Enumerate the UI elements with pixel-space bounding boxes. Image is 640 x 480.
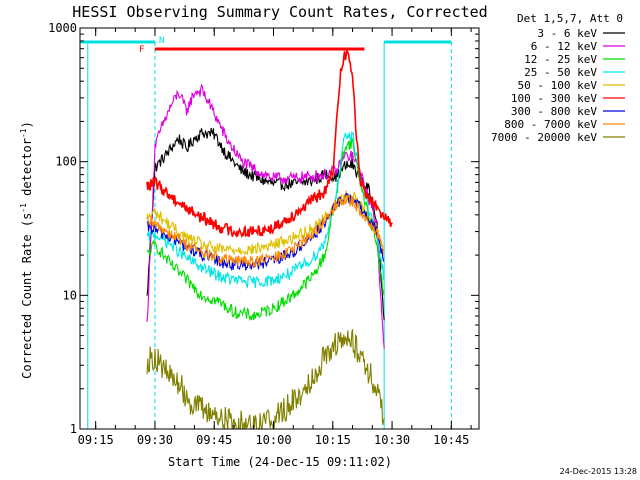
- y-tick-label: 1000: [48, 21, 77, 35]
- x-tick-label: 09:30: [137, 433, 173, 447]
- plot-frame: [79, 27, 480, 430]
- legend-entry-label: 50 - 100 keV: [518, 79, 598, 92]
- y-tick-label: 1: [70, 422, 77, 436]
- legend-entry-label: 6 - 12 keV: [531, 40, 598, 53]
- series-line: [146, 194, 385, 269]
- series-line: [146, 329, 385, 429]
- observing-flags: FN: [80, 36, 452, 429]
- series-line: [146, 83, 385, 349]
- x-tick-label: 10:30: [374, 433, 410, 447]
- legend-entry-label: 3 - 6 keV: [537, 27, 597, 40]
- generation-timestamp: 24-Dec-2015 13:28: [560, 467, 637, 476]
- legend-entry-label: 300 - 800 keV: [511, 105, 597, 118]
- legend-entry-label: 12 - 25 keV: [524, 53, 597, 66]
- axis-ticks: 09:15 09:30 09:45 10:00 10:15 10:30 10:45 1 10 10…: [48, 21, 479, 447]
- y-axis-label-tail: detector: [20, 138, 34, 203]
- flare-flag-label: F: [139, 45, 144, 55]
- y-axis-label-tail-sup: -1: [19, 128, 28, 138]
- x-tick-label: 09:45: [196, 433, 232, 447]
- series-layer: [146, 49, 393, 429]
- x-tick-label: 10:00: [255, 433, 291, 447]
- x-tick-label: 10:45: [433, 433, 469, 447]
- legend-entry-label: 100 - 300 keV: [511, 92, 597, 105]
- legend-entry-label: 800 - 7000 keV: [504, 118, 597, 131]
- y-axis-label-sup: -1: [19, 203, 28, 213]
- y-tick-label: 100: [55, 155, 77, 169]
- x-tick-label: 10:15: [315, 433, 351, 447]
- x-axis-label: Start Time (24-Dec-15 09:11:02): [168, 455, 392, 469]
- y-axis-label-main: Corrected Count Rate (s: [20, 213, 34, 379]
- series-line: [146, 130, 385, 290]
- chart-title: HESSI Observing Summary Count Rates, Cor…: [72, 3, 487, 21]
- y-axis-label-close: ): [20, 121, 34, 128]
- x-tick-label: 09:15: [78, 433, 114, 447]
- y-tick-label: 10: [63, 288, 77, 302]
- legend-entry-label: 25 - 50 keV: [524, 66, 597, 79]
- legend-entry-label: 7000 - 20000 keV: [491, 131, 597, 144]
- y-axis-label: Corrected Count Rate (s-1 detector-1): [19, 121, 34, 379]
- legend-title: Det 1,5,7, Att 0: [517, 12, 623, 25]
- series-line: [146, 127, 385, 321]
- series-line: [146, 135, 385, 322]
- series-line: [146, 49, 393, 239]
- night-flag-label: N: [159, 36, 164, 46]
